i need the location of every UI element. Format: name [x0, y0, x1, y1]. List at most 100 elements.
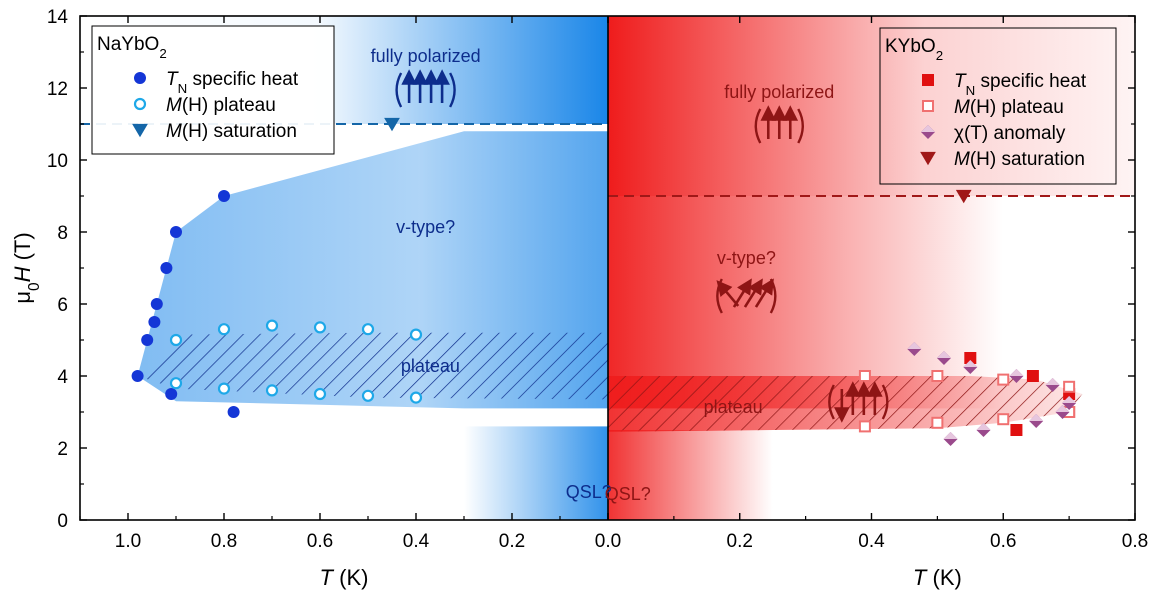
region-v-type-right [608, 196, 1135, 409]
point-right-t-anomaly [1029, 414, 1044, 428]
y-axis-label: μ0H (T) [10, 232, 43, 303]
x-tick-label-left: 0.4 [403, 531, 430, 552]
legend-marker-right [922, 74, 934, 86]
y-tick-label: 12 [47, 79, 68, 100]
y-tick-label: 6 [57, 295, 68, 316]
y-tick-label: 14 [47, 7, 69, 28]
point-left-t-n-specific-heat [131, 370, 144, 382]
annotation-qsl-left: QSL? [566, 482, 612, 502]
point-left-t-n-specific-heat [150, 298, 163, 310]
point-right-m-h-plateau [931, 416, 944, 429]
point-right-m-h-plateau [858, 420, 871, 433]
x-tick-label-left: 1.0 [115, 531, 141, 552]
annotation-plateau-left: plateau [401, 356, 460, 376]
x-axis-label-right: T (K) [913, 565, 962, 590]
spin-arrows-vtype-right [716, 278, 777, 314]
point-right-t-anomaly [976, 423, 991, 437]
point-left-m-h-plateau [313, 387, 327, 401]
point-left-m-h-plateau [361, 323, 375, 336]
point-left-m-h-plateau [361, 389, 375, 402]
legend-marker-left [134, 72, 146, 84]
point-right-m-h-plateau [1063, 380, 1076, 393]
spin-arrows-plateau-right [828, 381, 889, 423]
legend-label-right: TN specific heat [954, 71, 1087, 98]
legend-label-right: χ(T) anomaly [954, 123, 1066, 144]
legend-label-right: M(H) plateau [954, 97, 1064, 118]
point-right-t-anomaly [1062, 396, 1077, 410]
x-tick-label-left: 0.2 [499, 531, 525, 552]
x-tick-label-right: 0.8 [1122, 531, 1148, 552]
point-left-m-h-plateau [265, 384, 279, 397]
point-right-t-anomaly [936, 351, 951, 365]
region-qsl-right [608, 430, 773, 520]
point-right-t-n-specific-heat [1026, 370, 1039, 382]
point-left-t-n-specific-heat [148, 316, 161, 328]
legend-title-right: KYbO2 [885, 36, 943, 63]
point-right-m-h-plateau [931, 370, 944, 382]
point-left-t-n-specific-heat [165, 388, 178, 400]
y-tick-label: 2 [57, 439, 68, 460]
annotation-v-type-left: v-type? [396, 217, 455, 237]
y-tick-label: 10 [47, 151, 68, 172]
annotation-plateau-right: plateau [704, 397, 763, 417]
point-right-m-h-saturation [955, 189, 972, 204]
annotation-qsl-right: QSL? [605, 484, 651, 504]
x-tick-label-right: 0.6 [990, 531, 1016, 552]
legend-label-left: TN specific heat [166, 69, 299, 96]
x-tick-label-left: 0.8 [211, 531, 237, 552]
legend-marker-left [132, 123, 148, 138]
x-axis-label-left: T (K) [320, 565, 369, 590]
annotation-v-type-right: v-type? [717, 248, 776, 268]
point-right-t-anomaly [963, 360, 978, 374]
x-tick-label-left: 0.6 [307, 531, 333, 552]
point-left-m-h-plateau [409, 328, 423, 341]
point-right-t-anomaly [907, 342, 922, 356]
region-plateau-hatch-right [608, 376, 1083, 432]
legend-box-right [879, 27, 1117, 185]
legend-label-left: M(H) plateau [166, 95, 276, 116]
point-right-m-h-plateau [997, 413, 1010, 426]
region-fully-polarized-right [608, 16, 1135, 196]
point-right-t-anomaly [1055, 405, 1070, 419]
y-tick-label: 0 [57, 511, 68, 532]
point-right-t-anomaly [1009, 369, 1024, 383]
legend-title-left: NaYbO2 [97, 34, 167, 61]
legend-marker-right [920, 151, 936, 166]
point-left-m-h-plateau [169, 333, 183, 347]
legend-label-right: M(H) saturation [954, 149, 1085, 170]
spin-arrows-polarized-right [754, 105, 804, 144]
point-left-t-n-specific-heat [218, 190, 230, 202]
point-right-m-h-plateau [997, 373, 1010, 386]
point-left-m-h-plateau [265, 319, 279, 332]
x-tick-label-right: 0.2 [727, 531, 753, 552]
legend-marker-right [922, 100, 934, 112]
point-left-t-n-specific-heat [170, 226, 182, 238]
region-plateau-left [137, 332, 608, 400]
point-left-m-h-plateau [217, 382, 231, 395]
legend-marker-right [921, 125, 935, 139]
point-right-t-anomaly [1045, 378, 1060, 392]
annotation-fully-polarized-right: fully polarized [724, 82, 834, 102]
point-left-m-h-saturation [384, 117, 400, 132]
legend-marker-left [133, 97, 147, 111]
point-right-t-n-specific-heat [1010, 424, 1023, 436]
spin-arrows-polarized-left [395, 69, 456, 108]
point-left-m-h-plateau [409, 391, 423, 404]
legend-box-left [91, 25, 335, 155]
legend-label-left: M(H) saturation [166, 121, 297, 142]
y-tick-label: 8 [57, 223, 68, 244]
point-left-m-h-plateau [217, 323, 231, 336]
point-right-m-h-plateau [858, 370, 871, 382]
annotation-fully-polarized-left: fully polarized [371, 46, 481, 66]
x-tick-label-left: 0.0 [595, 531, 621, 552]
point-left-t-n-specific-heat [227, 406, 240, 418]
x-tick-label-right: 0.4 [858, 531, 885, 552]
point-right-t-n-specific-heat [964, 352, 977, 364]
point-left-t-n-specific-heat [141, 334, 154, 346]
point-left-m-h-plateau [313, 321, 327, 334]
point-left-m-h-plateau [169, 377, 183, 390]
y-tick-label: 4 [57, 367, 68, 388]
